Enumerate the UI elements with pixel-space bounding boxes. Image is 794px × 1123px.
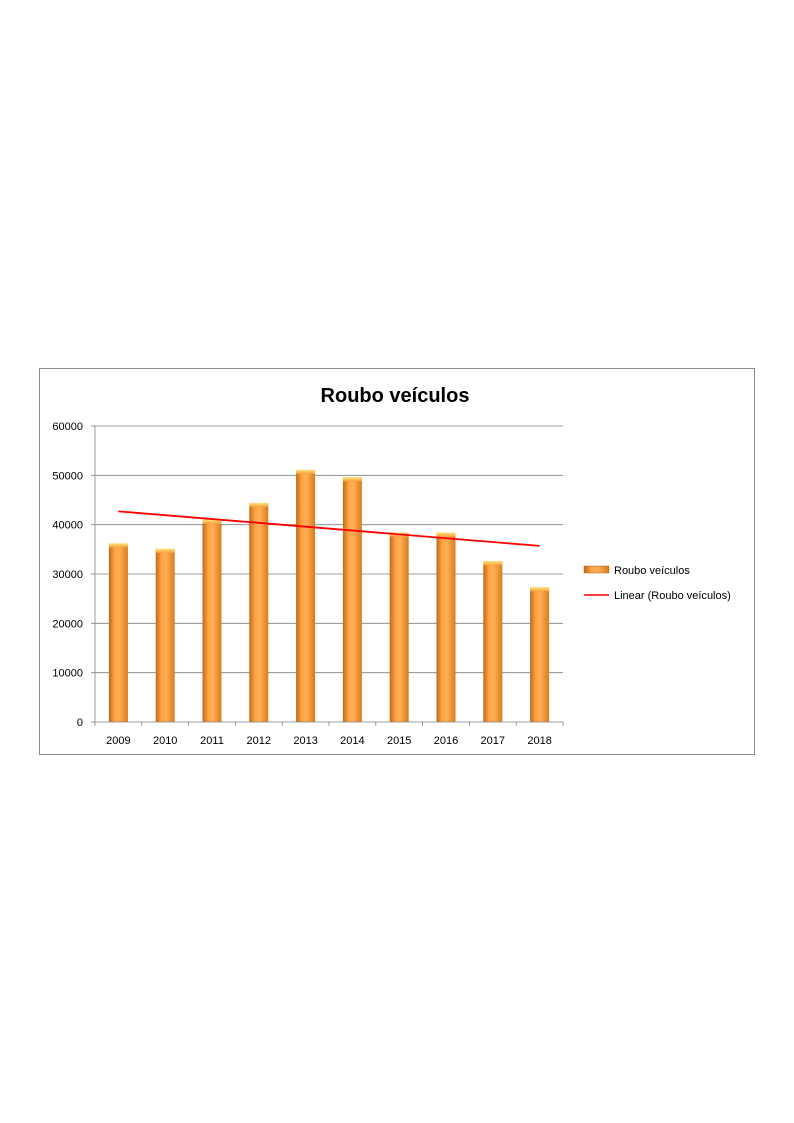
y-tick-label: 30000 (52, 569, 83, 581)
bar-body (108, 543, 128, 722)
x-tick-label: 2012 (247, 735, 271, 747)
bar (436, 532, 456, 722)
bar-body (436, 532, 456, 722)
bar (155, 548, 175, 722)
bar-cap (155, 548, 175, 553)
x-tick-label: 2015 (387, 735, 411, 747)
y-tick-label: 10000 (52, 668, 83, 680)
bar-cap (436, 532, 456, 537)
legend: Roubo veículos Linear (Roubo veículos) (583, 565, 731, 602)
x-tick-label: 2011 (200, 735, 224, 747)
chart-frame: Roubo veículos 0 10000 20000 30000 40000 5000… (39, 368, 755, 755)
y-tick-label: 20000 (52, 618, 83, 630)
bar-cap (530, 587, 550, 592)
bar-body (249, 502, 269, 722)
bar-cap (249, 502, 269, 507)
bar-body (296, 469, 316, 722)
chart-svg: Roubo veículos 0 10000 20000 30000 40000 5000… (52, 385, 731, 747)
bar-body (530, 587, 550, 722)
bar (389, 532, 409, 722)
y-tick-label: 50000 (52, 470, 83, 482)
x-tick-label: 2009 (106, 735, 130, 747)
bar-layer (108, 469, 550, 722)
x-tick-label: 2018 (527, 735, 551, 747)
legend-item-series: Roubo veículos (583, 565, 690, 577)
x-tick-label: 2016 (434, 735, 458, 747)
x-tick-label: 2013 (293, 735, 317, 747)
chart-title: Roubo veículos (321, 385, 470, 407)
y-tick-label: 0 (77, 717, 83, 729)
bar-body (155, 548, 175, 722)
bar-body (342, 477, 362, 722)
bar (296, 469, 316, 722)
bar-body (483, 561, 503, 722)
legend-label-trend: Linear (Roubo veículos) (614, 590, 731, 602)
bar (530, 587, 550, 722)
bar-cap (342, 477, 362, 482)
legend-label-series: Roubo veículos (614, 565, 690, 577)
y-tick-label: 60000 (52, 421, 83, 433)
bar-cap (108, 543, 128, 548)
y-tick-label: 40000 (52, 520, 83, 532)
bar-body (202, 519, 222, 722)
x-tick-label: 2010 (153, 735, 177, 747)
bar (108, 543, 128, 722)
x-tick-label: 2014 (340, 735, 364, 747)
bar-body (389, 532, 409, 722)
trend-line (118, 510, 540, 547)
bar-cap (202, 519, 222, 524)
bar-cap (483, 561, 503, 566)
legend-swatch-bar (583, 565, 610, 574)
trend-layer (118, 510, 540, 547)
bar (249, 502, 269, 722)
x-tick-label: 2017 (481, 735, 505, 747)
axis-layer: 0 10000 20000 30000 40000 50000 60000 2009 2010 2… (52, 421, 564, 747)
bar (483, 561, 503, 722)
legend-item-trend: Linear (Roubo veículos) (584, 590, 731, 602)
bar (202, 519, 222, 722)
bar (342, 477, 362, 722)
bar-cap (296, 469, 316, 474)
